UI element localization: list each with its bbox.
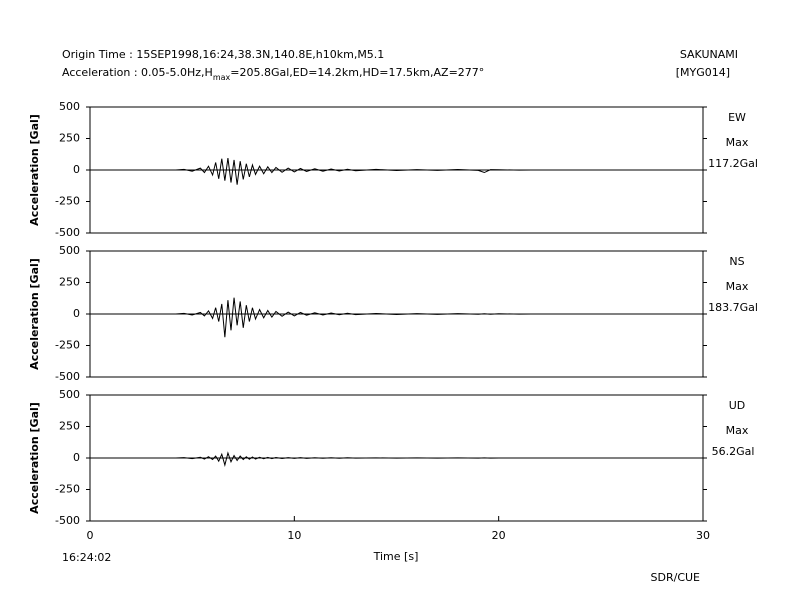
y-tick-label: 250 (59, 420, 80, 433)
accel-suffix: =205.8Gal,ED=14.2km,HD=17.5km,AZ=277° (230, 66, 484, 79)
origin-text: Origin Time : 15SEP1998,16:24,38.3N,140.… (62, 48, 384, 61)
component-label: NS (729, 255, 744, 268)
credit: SDR/CUE (651, 571, 701, 584)
y-tick-label: 0 (73, 451, 80, 464)
y-tick-label: -500 (55, 514, 80, 527)
max-label: Max (726, 280, 749, 293)
max-value: 56.2Gal (712, 445, 755, 458)
y-tick-label: 250 (59, 132, 80, 145)
y-axis-label: Acceleration [Gal] (28, 402, 41, 514)
max-label: Max (726, 424, 749, 437)
x-tick-label: 10 (287, 529, 301, 542)
y-tick-label: 500 (59, 244, 80, 257)
component-label: UD (729, 399, 746, 412)
waveform (175, 451, 532, 467)
station: SAKUNAMI (680, 48, 738, 61)
start-time: 16:24:02 (62, 551, 111, 564)
max-label: Max (726, 136, 749, 149)
waveform (175, 297, 532, 338)
x-tick-label: 20 (492, 529, 506, 542)
accel-sub: max (213, 73, 231, 82)
component-label: EW (728, 111, 746, 124)
y-tick-label: -250 (55, 195, 80, 208)
y-axis-label: Acceleration [Gal] (28, 114, 41, 226)
accel-text: Acceleration : 0.05-5.0Hz,Hmax=205.8Gal,… (62, 66, 484, 82)
y-tick-label: 500 (59, 100, 80, 113)
y-tick-label: -500 (55, 370, 80, 383)
max-value: 117.2Gal (708, 157, 758, 170)
y-tick-label: -250 (55, 483, 80, 496)
y-tick-label: -250 (55, 339, 80, 352)
y-tick-label: 0 (73, 307, 80, 320)
station-code: [MYG014] (676, 66, 730, 79)
accel-prefix: Acceleration : 0.05-5.0Hz,H (62, 66, 213, 79)
max-value: 183.7Gal (708, 301, 758, 314)
y-axis-label: Acceleration [Gal] (28, 258, 41, 370)
x-tick-label: 0 (87, 529, 94, 542)
x-axis-label: Time [s] (373, 550, 419, 563)
y-tick-label: -500 (55, 226, 80, 239)
y-tick-label: 250 (59, 276, 80, 289)
y-tick-label: 500 (59, 388, 80, 401)
waveform (175, 157, 532, 185)
x-tick-label: 30 (696, 529, 710, 542)
y-tick-label: 0 (73, 163, 80, 176)
